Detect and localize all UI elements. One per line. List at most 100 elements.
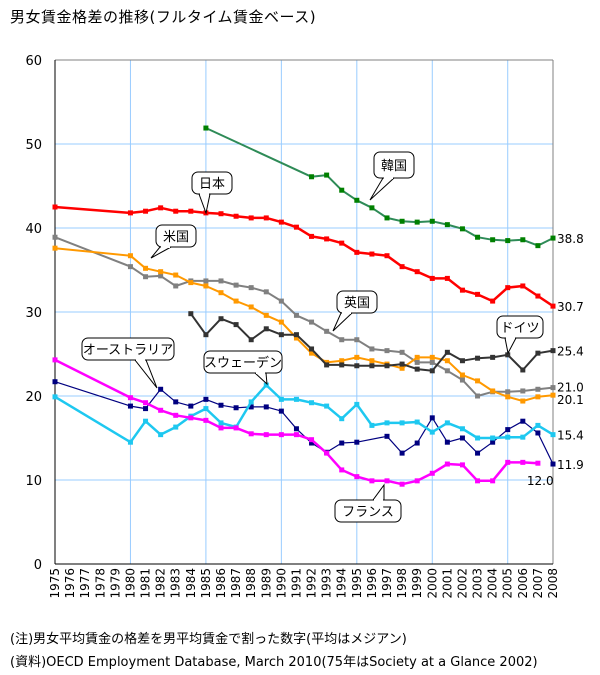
data-point [218,420,224,426]
data-point [143,274,149,280]
series-米国 [52,245,556,404]
data-point [309,174,315,180]
data-point [263,215,269,221]
y-tick-label: 20 [25,390,42,405]
data-point [339,358,345,364]
data-point [429,470,435,476]
data-point [459,377,465,383]
data-point [399,349,405,355]
callout-韓国: 韓国 [369,151,415,201]
data-point [158,432,164,438]
data-point [143,208,149,214]
data-point [369,251,375,257]
data-point [52,245,58,251]
end-value-label: 21.0 [557,381,584,395]
data-point [188,311,194,317]
end-labels-group: 38.8 30.7 21.020.1 25.4 11.9 15.4 12.0 [527,232,584,488]
data-point [158,273,164,279]
data-point [535,293,541,299]
data-point [248,337,254,343]
data-point [354,354,360,360]
series-line [54,236,554,397]
data-point [459,226,465,232]
data-point [127,210,133,216]
data-point [339,362,345,368]
data-point [414,219,420,225]
data-point [339,337,345,343]
data-point [309,233,315,239]
data-point [550,461,556,467]
data-point [384,215,390,221]
data-point [505,459,511,465]
series-韓国 [203,125,556,249]
data-point [233,322,239,328]
data-point [459,462,465,468]
data-point [475,450,481,456]
data-point [293,426,299,432]
data-point [278,219,284,225]
data-point [505,285,511,291]
data-point [429,359,435,365]
data-point [475,355,481,361]
data-point [218,211,224,217]
data-point [127,253,133,259]
callout-box [373,151,415,179]
y-tick-label: 60 [25,54,42,69]
data-point [384,420,390,426]
x-tick-label: 1985 [199,568,213,599]
data-point [429,415,435,421]
data-point [263,289,269,295]
data-point [354,474,360,480]
data-point [218,316,224,322]
callout-label: 韓国 [381,159,407,174]
data-point [535,386,541,392]
x-tick-label: 1983 [169,568,183,599]
x-tick-label: 1979 [108,568,122,599]
end-value-label: 15.4 [557,429,584,443]
data-point [173,283,179,289]
data-point [444,420,450,426]
data-point [550,303,556,309]
data-point [278,396,284,402]
data-point [399,361,405,367]
callout-tail [332,312,354,332]
data-point [293,396,299,402]
data-point [444,349,450,355]
data-point [158,269,164,275]
data-point [339,467,345,473]
data-point [143,400,149,406]
data-point [52,394,58,400]
data-point [475,478,481,484]
series-ドイツ [188,311,556,374]
data-point [218,278,224,284]
callout-tail [253,372,268,386]
data-point [429,354,435,360]
data-point [233,405,239,411]
x-tick-label: 1987 [229,568,243,599]
data-point [248,431,254,437]
data-point [309,400,315,406]
x-tick-label: 1994 [335,568,349,599]
data-point [490,237,496,243]
data-point [414,366,420,372]
x-tick-label: 2001 [440,568,454,599]
y-tick-label: 10 [25,474,42,489]
data-point [127,403,133,409]
callout-box [81,337,175,361]
data-point [158,386,164,392]
data-point [233,213,239,219]
y-tick-label: 30 [25,306,42,321]
series-オーストラリア [52,379,556,467]
callout-tail [198,193,211,215]
data-point [444,358,450,364]
data-point [278,432,284,438]
data-point [324,236,330,242]
data-point [127,395,133,401]
data-point [369,346,375,352]
data-point [218,402,224,408]
data-point [399,264,405,270]
x-tick-label: 1978 [93,568,107,599]
callout-tail [133,359,158,389]
data-point [354,249,360,255]
x-tick-label: 1984 [184,568,198,599]
